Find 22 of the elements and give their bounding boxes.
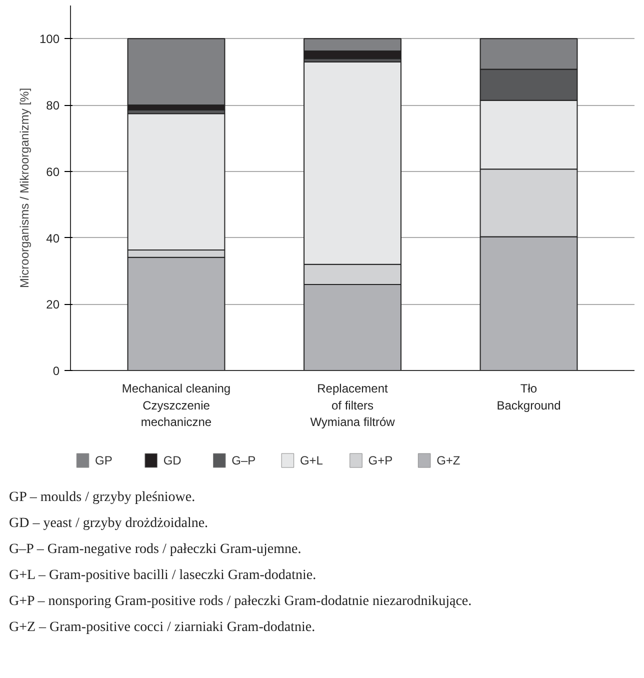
- x-tick-label: Mechanical cleaning Czyszczenie mechaniczne: [122, 382, 231, 430]
- y-tick-label: 20: [46, 298, 60, 312]
- legend-label: GD: [163, 454, 182, 468]
- y-tick-label: 80: [46, 98, 60, 113]
- y-axis-title: Microorganisms / Mikroorganizmy [%]: [17, 88, 32, 288]
- legend-label: G+L: [300, 454, 324, 468]
- y-tick-label: 100: [39, 32, 60, 46]
- legend-label: G–P: [232, 454, 256, 468]
- legend-label: G+Z: [436, 454, 460, 468]
- legend-label: G+P: [368, 454, 393, 468]
- y-tick-label: 0: [52, 364, 60, 378]
- y-tick-label: 40: [46, 231, 60, 246]
- text: GD – yeast / grzyby drożdżoidalne.: [9, 516, 208, 531]
- legend-label: GP: [95, 454, 112, 468]
- text: G+Z – Gram-positive cocci / ziarniaki Gram-dodatnie.: [9, 620, 316, 635]
- x-tick-label: Replacement of filters Wymiana filtrów: [310, 382, 396, 430]
- text: G+P – nonsporing Gram-positive rods / pałeczki Gram-dodatnie niezarodnikujące.: [9, 594, 472, 609]
- text: G–P – Gram-negative rods / pałeczki Gram-ujemne.: [9, 542, 302, 557]
- y-tick-label: 60: [46, 164, 60, 179]
- x-tick-label: Tło Background: [496, 382, 561, 412]
- text: GP – moulds / grzyby pleśniowe.: [9, 490, 196, 505]
- text: G+L – Gram-positive bacilli / laseczki Gram-dodatnie.: [9, 568, 316, 583]
